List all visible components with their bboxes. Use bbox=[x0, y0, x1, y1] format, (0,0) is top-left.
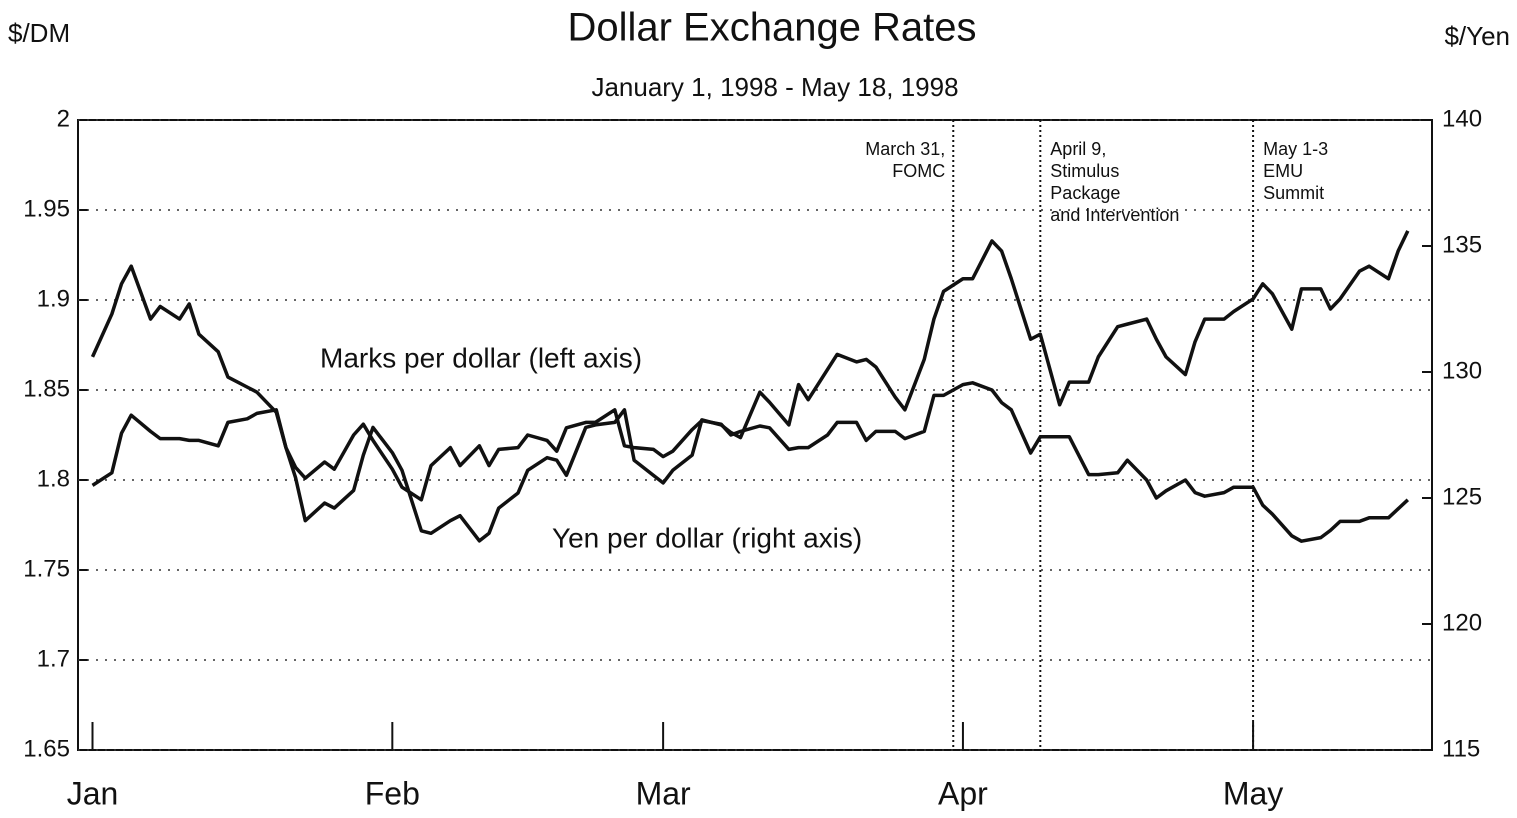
y-tick-label: 1.85 bbox=[23, 375, 70, 402]
annotation: FOMC bbox=[892, 161, 945, 181]
y2-tick-label: 135 bbox=[1442, 231, 1482, 258]
y-tick-label: 1.65 bbox=[23, 735, 70, 762]
chart-title: Dollar Exchange Rates bbox=[567, 6, 976, 50]
y2-axis-label: $/Yen bbox=[1444, 21, 1510, 51]
x-tick-label: Feb bbox=[365, 775, 420, 811]
y2-tick-label: 125 bbox=[1442, 483, 1482, 510]
y-axis-label: $/DM bbox=[8, 18, 70, 48]
x-tick-label: Mar bbox=[636, 775, 691, 811]
annotation: Package bbox=[1050, 183, 1120, 203]
y2-tick-label: 140 bbox=[1442, 105, 1482, 132]
y-tick-label: 1.7 bbox=[37, 645, 70, 672]
series-label: Marks per dollar (left axis) bbox=[320, 342, 642, 373]
y2-tick-label: 130 bbox=[1442, 357, 1482, 384]
y2-tick-label: 115 bbox=[1442, 735, 1480, 762]
y-tick-label: 1.8 bbox=[37, 465, 70, 492]
series-line bbox=[90, 230, 1410, 543]
x-tick-label: May bbox=[1223, 775, 1283, 811]
x-tick-label: Jan bbox=[67, 775, 119, 811]
chart-subtitle: January 1, 1998 - May 18, 1998 bbox=[591, 72, 958, 102]
series-label: Yen per dollar (right axis) bbox=[552, 522, 862, 553]
y-tick-label: 1.9 bbox=[37, 285, 70, 312]
x-tick-label: Apr bbox=[938, 775, 988, 811]
series-line bbox=[91, 381, 1410, 543]
y2-tick-label: 120 bbox=[1442, 609, 1482, 636]
annotation: and Intervention bbox=[1050, 205, 1179, 225]
y-tick-label: 1.75 bbox=[23, 555, 70, 582]
y-tick-label: 1.95 bbox=[23, 195, 70, 222]
annotation: April 9, bbox=[1050, 139, 1106, 159]
annotation: March 31, bbox=[865, 139, 945, 159]
y-tick-label: 2 bbox=[57, 105, 70, 132]
annotation: Stimulus bbox=[1050, 161, 1119, 181]
annotation: May 1-3 bbox=[1263, 139, 1328, 159]
annotation: EMU bbox=[1263, 161, 1303, 181]
annotation: Summit bbox=[1263, 183, 1324, 203]
